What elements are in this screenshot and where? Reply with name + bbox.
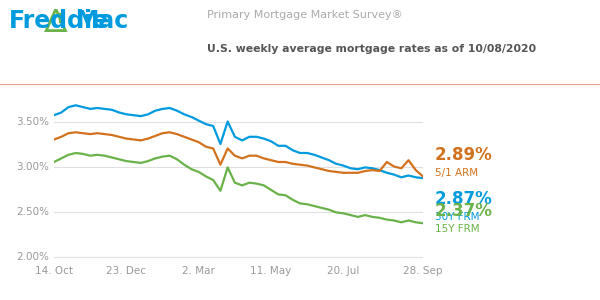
Bar (59, 13, 62, 22)
Text: 2.87%: 2.87% (435, 190, 493, 208)
Text: Mac: Mac (76, 9, 130, 33)
Text: Primary Mortgage Market Survey®: Primary Mortgage Market Survey® (207, 11, 403, 20)
Text: 15Y FRM: 15Y FRM (435, 224, 479, 234)
Text: 2.89%: 2.89% (435, 146, 493, 164)
Text: Freddie: Freddie (9, 9, 109, 33)
Text: 30Y FRM: 30Y FRM (435, 212, 479, 222)
Text: U.S. weekly average mortgage rates as of 10/08/2020: U.S. weekly average mortgage rates as of… (207, 44, 536, 53)
Text: 2.37%: 2.37% (435, 202, 493, 220)
Text: 5/1 ARM: 5/1 ARM (435, 168, 478, 178)
